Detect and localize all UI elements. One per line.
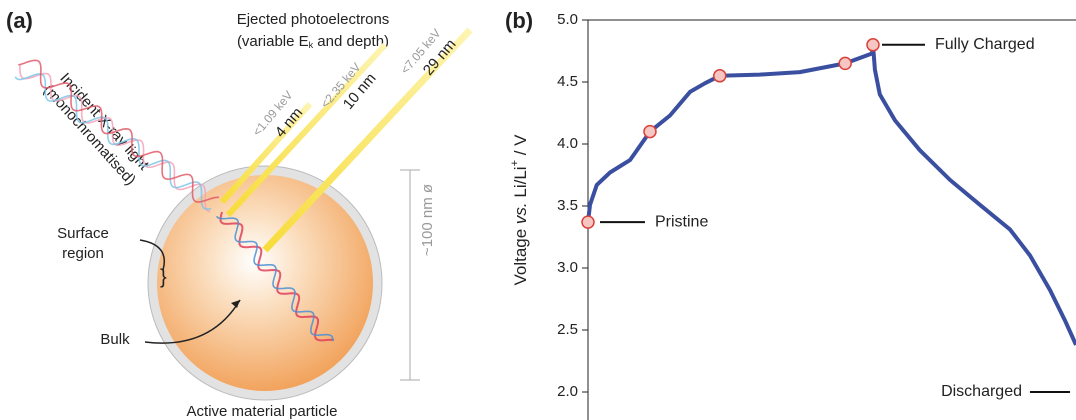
beam <box>262 27 473 253</box>
particle-core <box>157 175 373 391</box>
ejected-subtitle: (variable Ek and depth) <box>237 33 389 50</box>
annotation: Discharged <box>941 383 1022 400</box>
subscript: k <box>309 40 314 50</box>
text-part: (variable E <box>237 33 309 50</box>
marker <box>866 38 880 52</box>
annotation: Pristine <box>655 213 708 230</box>
brace: } <box>160 266 167 288</box>
marker <box>643 124 657 139</box>
wave <box>216 215 334 342</box>
text-part: / V <box>511 134 530 160</box>
beam-label: <1.09 keV 4 nm <box>250 88 306 141</box>
light-waves <box>14 59 335 342</box>
beam <box>219 101 313 205</box>
y-tick-label: 2.0 <box>557 383 578 400</box>
y-tick-label: 5.0 <box>557 11 578 28</box>
wave <box>19 64 211 213</box>
panel-label: (a) <box>6 8 33 33</box>
surface-label: region <box>62 245 104 262</box>
text-part: and depth) <box>313 33 389 50</box>
annotation: Fully Charged <box>935 36 1035 53</box>
bulk-label: Bulk <box>100 331 130 348</box>
surface-label: Surface <box>57 225 109 242</box>
particle-label: Active material particle <box>187 403 338 420</box>
y-tick-label: 3.0 <box>557 259 578 276</box>
text-part: Voltage <box>511 224 530 285</box>
superscript: + <box>509 160 521 166</box>
beam-label: <2.35 keV 10 nm <box>318 60 380 113</box>
y-tick-label: 3.5 <box>557 197 578 214</box>
arrow-head <box>231 300 240 308</box>
incident-label: Incident X-ray light (monochromatised) <box>40 70 153 189</box>
ejected-title: Ejected photoelectrons <box>237 11 390 28</box>
beam-label: <7.05 keV 29 nm <box>398 26 460 79</box>
text-part: Li/Li <box>511 166 530 202</box>
wave <box>219 211 335 342</box>
arrow <box>139 239 165 271</box>
y-tick-label: 4.0 <box>557 135 578 152</box>
marker <box>713 69 727 83</box>
beam <box>225 42 388 218</box>
wave <box>14 73 212 211</box>
marker <box>838 56 852 71</box>
diagram-panel: (a) Ejected photoelectrons (variable Ek … <box>6 8 473 420</box>
y-axis-label: Voltage vs. Li/Li+ / V <box>509 134 531 286</box>
chart-panel: (b) Voltage vs. Li/Li+ / V 2.0 2.5 3.0 3.5 4… <box>505 8 1076 420</box>
text-part: vs. <box>511 202 530 224</box>
size-label: ~100 nm ø <box>419 184 436 256</box>
wave <box>18 59 219 203</box>
line <box>586 42 1076 346</box>
y-tick-label: 4.5 <box>557 73 578 90</box>
marker <box>581 215 595 229</box>
panel-label: (b) <box>505 8 533 33</box>
arrow <box>144 299 241 344</box>
y-tick-label: 2.5 <box>557 321 578 338</box>
